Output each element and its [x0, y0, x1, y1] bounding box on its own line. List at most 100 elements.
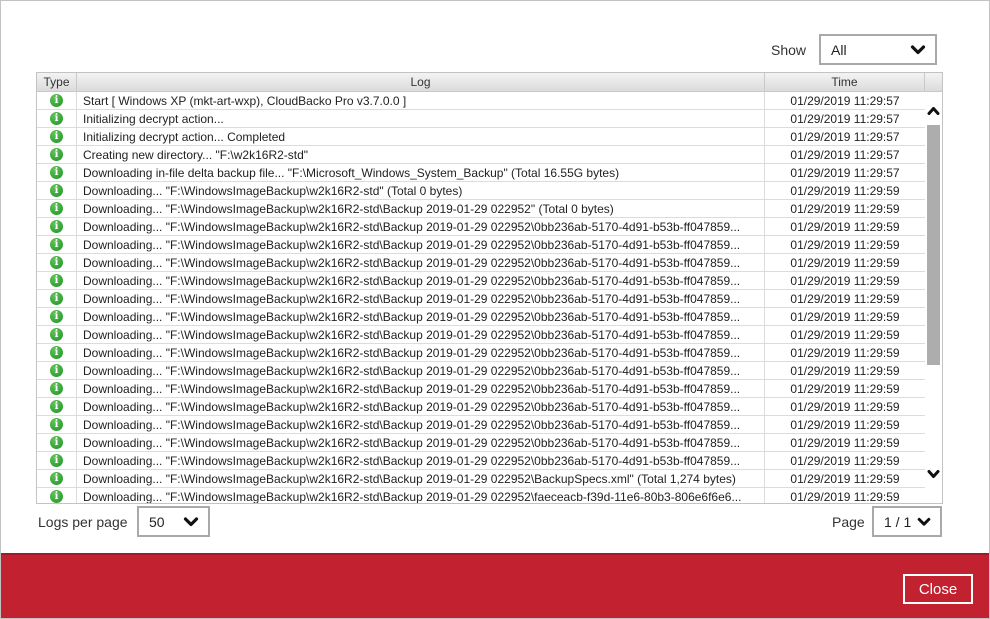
time-cell: 01/29/2019 11:29:57 — [790, 129, 900, 144]
scrollbar-thumb[interactable] — [927, 125, 940, 365]
log-cell: Downloading... "F:\WindowsImageBackup\w2… — [77, 362, 765, 379]
time-cell: 01/29/2019 11:29:59 — [790, 435, 900, 450]
table-row: Downloading... "F:\WindowsImageBackup\w2… — [37, 308, 942, 326]
log-table-body: Start [ Windows XP (mkt-art-wxp), CloudB… — [37, 92, 942, 504]
log-cell: Initializing decrypt action... — [77, 110, 765, 127]
chevron-down-icon — [910, 44, 926, 55]
info-icon — [50, 328, 63, 341]
type-cell — [37, 236, 77, 253]
table-row: Downloading... "F:\WindowsImageBackup\w2… — [37, 416, 942, 434]
time-cell: 01/29/2019 11:29:59 — [790, 291, 900, 306]
log-cell: Downloading... "F:\WindowsImageBackup\w2… — [77, 290, 765, 307]
log-cell: Downloading... "F:\WindowsImageBackup\w2… — [77, 236, 765, 253]
info-icon — [50, 130, 63, 143]
type-cell — [37, 218, 77, 235]
page-select[interactable]: 1 / 1 — [872, 506, 942, 537]
time-cell: 01/29/2019 11:29:59 — [790, 273, 900, 288]
show-filter-label: Show — [771, 41, 807, 58]
table-row: Downloading... "F:\WindowsImageBackup\w2… — [37, 236, 942, 254]
log-table-header: Type Log Time — [37, 73, 942, 92]
table-row: Start [ Windows XP (mkt-art-wxp), CloudB… — [37, 92, 942, 110]
scroll-up-icon[interactable] — [927, 104, 940, 119]
info-icon — [50, 364, 63, 377]
logs-per-page-select[interactable]: 50 — [137, 506, 210, 537]
type-cell — [37, 452, 77, 469]
column-header-log: Log — [77, 73, 765, 91]
log-cell: Initializing decrypt action... Completed — [77, 128, 765, 145]
info-icon — [50, 94, 63, 107]
info-icon — [50, 310, 63, 323]
log-cell: Downloading... "F:\WindowsImageBackup\w2… — [77, 488, 765, 503]
table-row: Downloading... "F:\WindowsImageBackup\w2… — [37, 200, 942, 218]
table-row: Downloading... "F:\WindowsImageBackup\w2… — [37, 218, 942, 236]
time-cell: 01/29/2019 11:29:59 — [790, 417, 900, 432]
info-icon — [50, 202, 63, 215]
time-cell: 01/29/2019 11:29:57 — [790, 147, 900, 162]
info-icon — [50, 112, 63, 125]
table-row: Downloading... "F:\WindowsImageBackup\w2… — [37, 254, 942, 272]
info-icon — [50, 148, 63, 161]
info-icon — [50, 418, 63, 431]
page-label: Page — [832, 514, 865, 530]
info-icon — [50, 238, 63, 251]
logs-per-page-value: 50 — [149, 513, 165, 530]
type-cell — [37, 362, 77, 379]
table-row: Downloading... "F:\WindowsImageBackup\w2… — [37, 362, 942, 380]
chevron-down-icon — [917, 517, 931, 527]
info-icon — [50, 274, 63, 287]
info-icon — [50, 400, 63, 413]
table-row: Downloading... "F:\WindowsImageBackup\w2… — [37, 344, 942, 362]
log-cell: Downloading... "F:\WindowsImageBackup\w2… — [77, 326, 765, 343]
table-row: Initializing decrypt action... 01/29/2019… — [37, 110, 942, 128]
column-header-time: Time — [765, 73, 925, 91]
log-cell: Downloading... "F:\WindowsImageBackup\w2… — [77, 200, 765, 217]
table-row: Downloading... "F:\WindowsImageBackup\w2… — [37, 326, 942, 344]
time-cell: 01/29/2019 11:29:59 — [790, 381, 900, 396]
log-cell: Downloading... "F:\WindowsImageBackup\w2… — [77, 398, 765, 415]
info-icon — [50, 382, 63, 395]
log-cell: Downloading... "F:\WindowsImageBackup\w2… — [77, 272, 765, 289]
type-cell — [37, 254, 77, 271]
time-cell: 01/29/2019 11:29:59 — [790, 327, 900, 342]
log-cell: Downloading... "F:\WindowsImageBackup\w2… — [77, 434, 765, 451]
table-row: Downloading... "F:\WindowsImageBackup\w2… — [37, 488, 942, 504]
info-icon — [50, 436, 63, 449]
info-icon — [50, 292, 63, 305]
type-cell — [37, 272, 77, 289]
column-header-type: Type — [37, 73, 77, 91]
log-cell: Downloading... "F:\WindowsImageBackup\w2… — [77, 182, 765, 199]
time-cell: 01/29/2019 11:29:57 — [790, 165, 900, 180]
type-cell — [37, 128, 77, 145]
vertical-scrollbar[interactable] — [925, 92, 942, 503]
info-icon — [50, 256, 63, 269]
log-cell: Start [ Windows XP (mkt-art-wxp), CloudB… — [77, 92, 765, 109]
type-cell — [37, 488, 77, 503]
column-header-scroll-spacer — [925, 73, 942, 91]
time-cell: 01/29/2019 11:29:59 — [790, 255, 900, 270]
info-icon — [50, 454, 63, 467]
type-cell — [37, 146, 77, 163]
time-cell: 01/29/2019 11:29:59 — [790, 309, 900, 324]
chevron-down-icon — [183, 516, 199, 527]
time-cell: 01/29/2019 11:29:59 — [790, 219, 900, 234]
log-table: Type Log Time Start [ Windows XP (mkt-ar… — [36, 72, 943, 504]
type-cell — [37, 164, 77, 181]
table-row: Downloading... "F:\WindowsImageBackup\w2… — [37, 380, 942, 398]
type-cell — [37, 380, 77, 397]
log-cell: Downloading... "F:\WindowsImageBackup\w2… — [77, 344, 765, 361]
table-row: Downloading... "F:\WindowsImageBackup\w2… — [37, 434, 942, 452]
type-cell — [37, 182, 77, 199]
table-row: Downloading in-file delta backup file...… — [37, 164, 942, 182]
log-cell: Downloading in-file delta backup file...… — [77, 164, 765, 181]
show-filter-select[interactable]: All — [819, 34, 938, 65]
scroll-down-icon[interactable] — [927, 466, 940, 481]
close-button[interactable]: Close — [903, 574, 973, 604]
table-row: Creating new directory... "F:\w2k16R2-st… — [37, 146, 942, 164]
time-cell: 01/29/2019 11:29:59 — [790, 489, 900, 504]
table-row: Downloading... "F:\WindowsImageBackup\w2… — [37, 398, 942, 416]
time-cell: 01/29/2019 11:29:59 — [790, 453, 900, 468]
type-cell — [37, 200, 77, 217]
log-cell: Downloading... "F:\WindowsImageBackup\w2… — [77, 380, 765, 397]
logs-per-page-label: Logs per page — [38, 514, 128, 530]
